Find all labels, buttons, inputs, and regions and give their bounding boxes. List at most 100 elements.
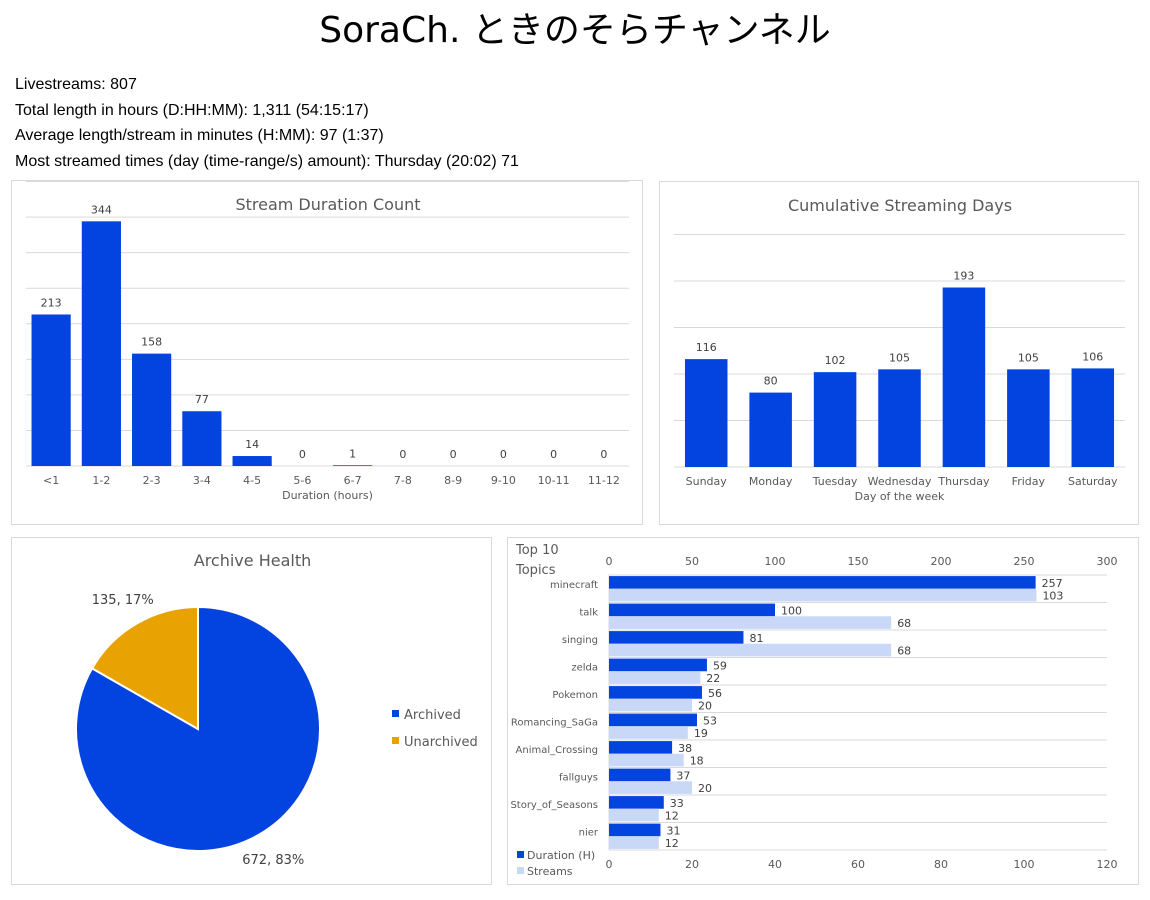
legend-swatch-duration-h (517, 851, 524, 858)
data-label: 68 (897, 644, 911, 657)
category-label: Story_of_Seasons (510, 800, 598, 811)
data-label: 56 (708, 687, 722, 700)
legend-label: Duration (H) (527, 849, 595, 862)
data-label: 0 (450, 448, 457, 461)
legend-label: Streams (527, 865, 573, 878)
bar-streams-romancing-saga (609, 726, 688, 739)
bar-duration-talk (609, 603, 775, 617)
data-label: 105 (889, 351, 910, 364)
topics-chart-svg: Top 10 Topics 0 50 100 150 200 250 300 0 20 40 60 80 1… (510, 543, 1118, 878)
stat-most-streamed: Most streamed times (day (time-range/s) … (15, 152, 519, 170)
legend-label: Archived (404, 708, 461, 723)
bar-duration-minecraft (609, 576, 1036, 589)
data-label: 53 (703, 714, 717, 727)
bottom-axis-tick: 100 (1014, 858, 1035, 871)
data-label: 31 (666, 824, 680, 837)
bar-saturday (1071, 368, 1115, 467)
legend-swatch-unarchived (392, 737, 399, 744)
duration-chart-panel: Stream Duration Count 213 <1 344 1-2 158 2-3 77… (11, 180, 643, 525)
data-label: 0 (299, 448, 306, 461)
tick-label: 11-12 (588, 474, 620, 487)
bar-duration-singing (609, 631, 744, 644)
top-axis-tick: 250 (1014, 555, 1035, 568)
chart-title-line: Topics (515, 563, 556, 578)
data-label: 106 (1082, 350, 1103, 363)
stat-average-length: Average length/stream in minutes (H:MM):… (15, 127, 384, 144)
tick-label: 9-10 (491, 474, 516, 487)
data-label: 33 (670, 797, 684, 810)
bar-tuesday (813, 372, 857, 467)
top-axis-tick: 50 (685, 555, 699, 568)
tick-label: <1 (43, 474, 59, 487)
bar-6-7 (333, 465, 373, 466)
chart-title: Archive Health (194, 551, 312, 570)
data-label: 344 (91, 203, 112, 216)
data-label: 0 (500, 448, 507, 461)
top-axis-tick: 0 (606, 555, 613, 568)
legend-swatch-archived (392, 710, 399, 717)
topics-chart-panel: Top 10 Topics 0 50 100 150 200 250 300 0 20 40 60 80 1… (507, 537, 1139, 885)
bar-duration-zelda (609, 658, 707, 672)
category-label: singing (562, 635, 598, 646)
bar-wednesday (878, 369, 921, 467)
tick-label: 6-7 (344, 474, 362, 487)
tick-label: 8-9 (444, 474, 462, 487)
bar-streams-minecraft (609, 588, 1037, 602)
archive-chart-svg: Archive Health 672, 83% 135, 17% Archived Un… (75, 551, 478, 868)
duration-chart-svg: Stream Duration Count 213 <1 344 1-2 158 2-3 77… (26, 181, 629, 502)
stat-total-length: Total length in hours (D:HH:MM): 1,311 (… (15, 101, 369, 119)
bar-duration-story-of-seasons (609, 796, 664, 809)
data-label: 18 (690, 754, 704, 767)
bottom-axis-tick: 20 (685, 858, 699, 871)
bar-streams-story-of-seasons (609, 808, 659, 822)
chart-title: Cumulative Streaming Days (788, 196, 1012, 215)
stat-livestreams: Livestreams: 807 (15, 76, 137, 93)
top-axis-tick: 200 (931, 555, 952, 568)
tick-label: 10-11 (538, 474, 570, 487)
bar-monday (749, 392, 792, 467)
data-label: 14 (245, 438, 259, 451)
days-chart-panel: Cumulative Streaming Days 116 Sunday 80 Mond… (659, 181, 1139, 525)
bar-streams-pokemon (609, 698, 692, 712)
bottom-axis-tick: 120 (1097, 858, 1118, 871)
days-chart-svg: Cumulative Streaming Days 116 Sunday 80 Mond… (674, 196, 1125, 503)
category-label: Romancing_SaGa (511, 717, 598, 728)
bar-streams-talk (609, 616, 892, 629)
x-axis-label: Day of the week (855, 490, 945, 503)
bar-duration-pokemon (609, 686, 702, 699)
bar-streams-animal-crossing (609, 753, 684, 767)
category-label: fallguys (559, 772, 598, 783)
bar-1 (31, 314, 71, 466)
data-label: 103 (1042, 589, 1063, 602)
data-label: 116 (696, 341, 717, 354)
top-axis-tick: 100 (765, 555, 786, 568)
chart-title-line: Top 10 (515, 543, 559, 558)
data-label: 257 (1042, 577, 1063, 590)
data-label: 80 (764, 375, 778, 388)
bar-streams-singing (609, 643, 892, 657)
tick-label: 4-5 (243, 474, 261, 487)
bar-duration-fallguys (609, 768, 671, 782)
chart-title: Stream Duration Count (235, 195, 420, 214)
data-label: 12 (665, 837, 679, 850)
data-label: 81 (749, 632, 763, 645)
top-axis-tick: 150 (848, 555, 869, 568)
bar-streams-nier (609, 836, 659, 849)
tick-label: 2-3 (143, 474, 161, 487)
legend-label: Unarchived (404, 735, 478, 750)
bar-4-5 (232, 456, 272, 466)
data-label: 20 (698, 782, 712, 795)
bottom-axis-tick: 60 (851, 858, 865, 871)
data-label: 12 (665, 809, 679, 822)
data-label: 193 (953, 270, 974, 283)
bar-1-2 (81, 221, 121, 466)
bottom-axis-tick: 40 (768, 858, 782, 871)
bar-streams-fallguys (609, 781, 692, 794)
data-label: 22 (706, 672, 720, 685)
tick-label: Wednesday (868, 475, 932, 488)
category-label: talk (579, 607, 598, 618)
category-label: Animal_Crossing (516, 745, 598, 756)
data-label: 38 (678, 742, 692, 755)
bar-thursday (942, 287, 986, 467)
data-label: 1 (349, 447, 356, 460)
